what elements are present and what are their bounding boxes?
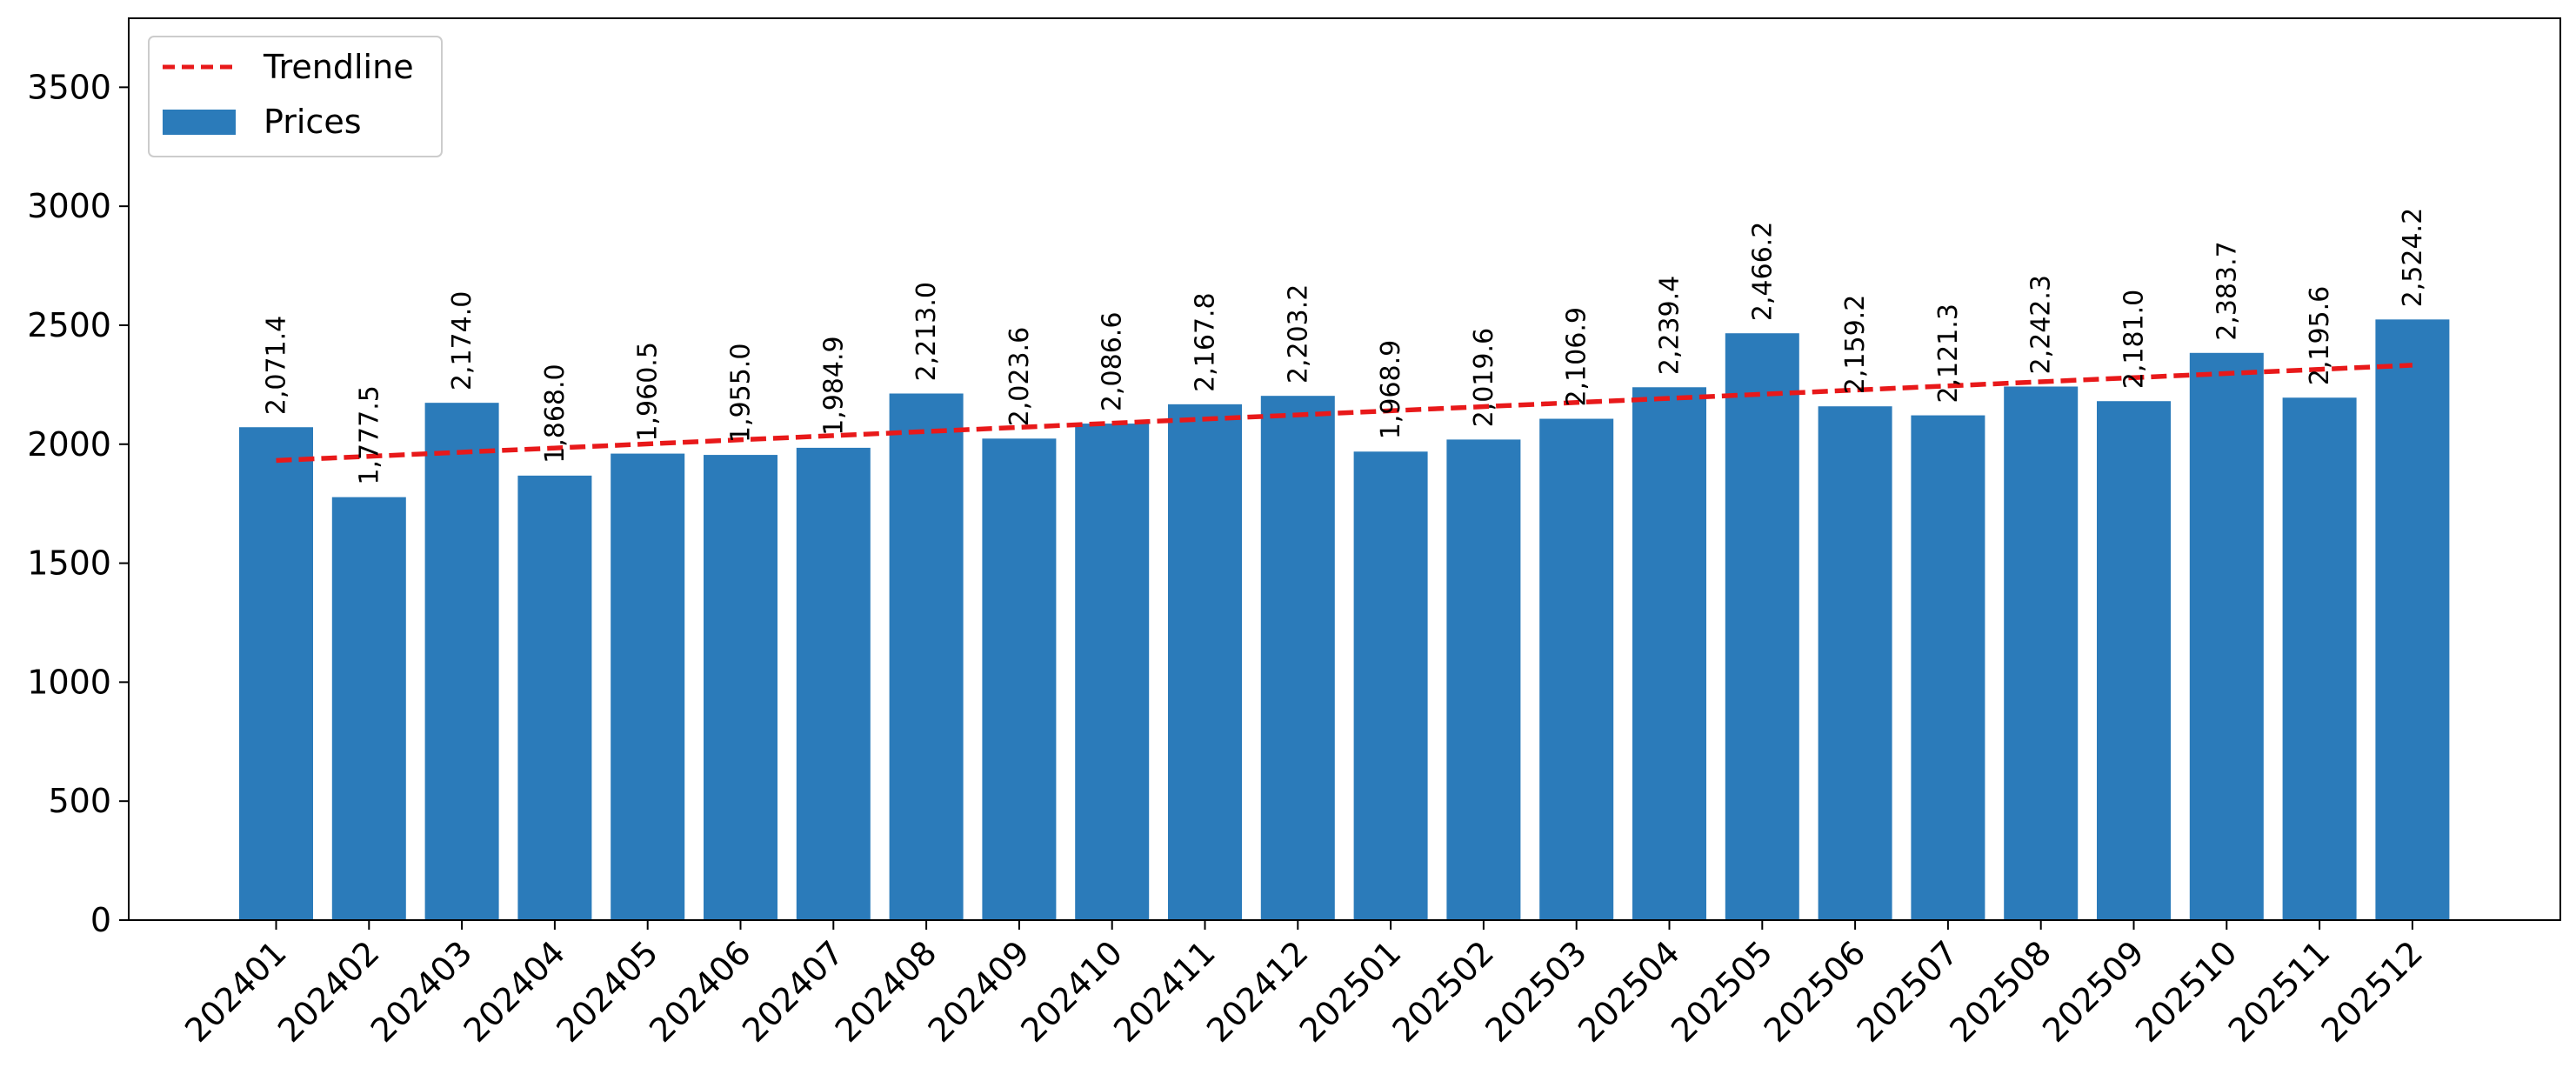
legend-prices-label: Prices (264, 103, 362, 141)
data-labels-group: 2,071.4 1,777.5 2,174.0 1,868.0 1,960.5 1,955… (262, 208, 2428, 485)
data-label-202501: 1,968.9 (1376, 340, 1406, 440)
bar-202511 (2282, 397, 2357, 920)
bar-202408 (889, 393, 964, 921)
y-tick-label-2000: 2000 (27, 425, 111, 464)
data-label-202506: 2,159.2 (1840, 295, 1871, 395)
data-label-202411: 2,167.8 (1191, 292, 1221, 392)
bar-202503 (1539, 418, 1614, 921)
data-label-202503: 2,106.9 (1562, 307, 1592, 407)
trendline-group (276, 363, 2413, 464)
data-label-202408: 2,213.0 (911, 282, 942, 382)
data-label-202502: 2,019.6 (1469, 328, 1499, 428)
data-label-202512: 2,524.2 (2398, 208, 2428, 308)
data-label-202409: 2,023.6 (1004, 327, 1035, 427)
y-tick-label-3500: 3500 (27, 68, 111, 106)
bar-202512 (2375, 319, 2450, 921)
data-label-202406: 1,955.0 (726, 344, 757, 444)
bar-202509 (2097, 401, 2171, 920)
y-tick-label-2500: 2500 (27, 306, 111, 344)
bar-202510 (2189, 352, 2264, 921)
data-label-202401: 2,071.4 (262, 316, 292, 416)
data-label-202509: 2,181.0 (2119, 290, 2150, 390)
data-label-202508: 2,242.3 (2026, 275, 2057, 375)
bar-202507 (1911, 415, 1985, 921)
bar-202412 (1260, 396, 1335, 920)
y-tick-label-1000: 1000 (27, 663, 111, 701)
y-tick-label-500: 500 (48, 782, 111, 820)
data-label-202504: 2,239.4 (1655, 276, 1685, 376)
legend-trendline-label: Trendline (263, 48, 414, 86)
bar-202407 (796, 447, 871, 920)
bar-202409 (982, 438, 1057, 921)
bar-202404 (517, 475, 592, 920)
data-label-202510: 2,383.7 (2212, 241, 2242, 341)
data-label-202402: 1,777.5 (354, 385, 384, 485)
y-axis: 0 500 1000 1500 2000 2500 3000 3500 (27, 68, 129, 939)
bar-202401 (239, 427, 313, 920)
data-label-202405: 1,960.5 (633, 342, 664, 442)
bar-202405 (611, 453, 685, 920)
y-tick-label-3000: 3000 (27, 187, 111, 225)
bar-202402 (331, 497, 406, 920)
y-tick-label-1500: 1500 (27, 544, 111, 583)
legend: Trendline Prices (148, 36, 443, 157)
bar-202505 (1725, 333, 1799, 920)
data-label-202511: 2,195.6 (2305, 286, 2335, 386)
bar-202403 (424, 403, 499, 920)
y-tick-label-0: 0 (90, 901, 111, 939)
legend-prices-swatch (163, 110, 236, 135)
bar-202508 (2004, 386, 2079, 920)
bar-202504 (1632, 387, 1706, 920)
data-label-202505: 2,466.2 (1747, 222, 1778, 322)
plot-frame (128, 17, 2561, 921)
bar-202410 (1075, 424, 1150, 920)
bars-group (239, 319, 2450, 921)
data-label-202403: 2,174.0 (447, 291, 477, 391)
trendline (276, 363, 2413, 464)
data-label-202404: 1,868.0 (540, 364, 571, 464)
bar-202406 (704, 455, 777, 920)
data-label-202412: 2,203.2 (1283, 284, 1313, 384)
bar-202502 (1446, 439, 1521, 920)
bar-202411 (1168, 404, 1242, 920)
bar-202506 (1818, 406, 1892, 921)
data-label-202507: 2,121.3 (1933, 304, 1964, 404)
bar-202501 (1353, 451, 1428, 920)
data-label-202407: 1,984.9 (818, 336, 849, 436)
data-label-202410: 2,086.6 (1098, 312, 1128, 412)
